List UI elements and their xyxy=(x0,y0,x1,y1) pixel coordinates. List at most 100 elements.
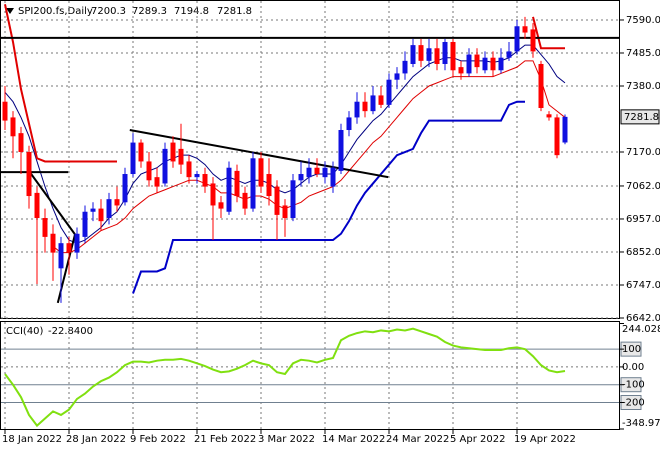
candle-body xyxy=(274,186,280,215)
candle-body xyxy=(338,130,344,171)
candle-body xyxy=(210,183,216,206)
y-tick-label: 6642.0 xyxy=(626,313,660,324)
cci-line xyxy=(4,327,566,428)
candle-body xyxy=(354,101,360,118)
candle-body xyxy=(514,26,520,52)
candle-body xyxy=(458,67,464,74)
candle-body xyxy=(34,192,40,219)
candle-body xyxy=(42,218,48,237)
y-tick-label: 7170.0 xyxy=(626,147,660,158)
candle-body xyxy=(162,148,168,184)
candle-body xyxy=(26,152,32,197)
x-tick-label: 5 Apr 2022 xyxy=(450,434,505,445)
candle-body xyxy=(66,243,72,253)
price-panel xyxy=(0,0,620,319)
cci-readout: -22.8400 xyxy=(48,326,93,337)
cci-panel xyxy=(0,321,620,430)
candle-body xyxy=(378,95,384,105)
candle-body xyxy=(258,158,264,187)
x-tick-label: 21 Feb 2022 xyxy=(194,434,256,445)
candle-body xyxy=(306,167,312,178)
x-tick-label: 19 Apr 2022 xyxy=(514,434,576,445)
x-tick-label: 9 Feb 2022 xyxy=(130,434,186,445)
y-tick-label: 6852.0 xyxy=(626,247,660,258)
candle-body xyxy=(554,117,560,156)
candle-body xyxy=(170,142,176,162)
candle-body xyxy=(250,158,256,209)
candle-body xyxy=(74,233,80,253)
candle-body xyxy=(466,54,472,74)
candle-body xyxy=(50,233,56,253)
candle-body xyxy=(202,174,208,187)
candle-body xyxy=(418,45,424,61)
candle-body xyxy=(362,101,368,112)
candle-body xyxy=(450,41,456,71)
candle-body xyxy=(490,57,496,71)
candle-body xyxy=(370,95,376,112)
x-tick-label: 18 Jan 2022 xyxy=(2,434,62,445)
candle-body xyxy=(178,148,184,165)
candle-body xyxy=(330,167,336,187)
candle-body xyxy=(130,142,136,175)
indicator-line xyxy=(4,44,566,244)
candle-body xyxy=(282,205,288,219)
candle-body xyxy=(226,167,232,212)
candle-body xyxy=(562,116,568,143)
open-readout: 7200.3 xyxy=(91,6,126,17)
candle-body xyxy=(322,167,328,178)
y-tick-label: 7380.0 xyxy=(626,81,660,92)
candle-body xyxy=(10,117,16,137)
y-tick-label: -100 xyxy=(622,380,645,391)
candle-body xyxy=(146,161,152,181)
title-arrow xyxy=(6,8,14,14)
candle-body xyxy=(98,208,104,222)
indicator-line xyxy=(4,4,117,163)
candle-body xyxy=(194,174,200,178)
candle-body xyxy=(186,161,192,178)
y-tick-label: 6747.0 xyxy=(626,280,660,291)
y-tick-label: 0.00 xyxy=(622,362,644,373)
x-tick-label: 3 Mar 2022 xyxy=(258,434,315,445)
candle-body xyxy=(498,57,504,71)
candle-body xyxy=(402,60,408,74)
candle-body xyxy=(522,26,528,33)
candle-body xyxy=(426,48,432,61)
candle-body xyxy=(530,29,536,52)
x-tick-label: 14 Mar 2022 xyxy=(322,434,385,445)
low-readout: 7194.8 xyxy=(174,6,209,17)
candle-body xyxy=(314,167,320,175)
candle-body xyxy=(546,114,552,118)
trend-line xyxy=(28,171,76,235)
candle-body xyxy=(82,211,88,237)
candle-body xyxy=(394,73,400,80)
candle-body xyxy=(234,170,240,197)
y-tick-label: -348.978 xyxy=(622,418,660,429)
candle-body xyxy=(538,63,544,108)
candle-body xyxy=(154,177,160,187)
candle-body xyxy=(138,142,144,162)
candle-body xyxy=(242,192,248,209)
cci-title: CCI(40) xyxy=(6,326,44,337)
candle-body xyxy=(474,54,480,68)
candle-body xyxy=(290,180,296,219)
indicator-line xyxy=(52,60,566,254)
candle-body xyxy=(482,57,488,71)
candle-body xyxy=(218,202,224,209)
candle-body xyxy=(90,208,96,212)
candle-body xyxy=(114,199,120,206)
candle-body xyxy=(346,117,352,131)
candle-body xyxy=(266,174,272,197)
candle-body xyxy=(386,79,392,105)
candle-body xyxy=(58,243,64,269)
candle-body xyxy=(410,45,416,64)
candle-body xyxy=(2,101,8,121)
y-tick-label: 244.0283 xyxy=(622,324,660,335)
candle-body xyxy=(18,133,24,153)
y-tick-label: 7485.0 xyxy=(626,48,660,59)
y-tick-label: 7590.0 xyxy=(626,15,660,26)
candle-body xyxy=(298,174,304,181)
high-readout: 7289.3 xyxy=(132,6,167,17)
x-tick-label: 24 Mar 2022 xyxy=(386,434,449,445)
candle-body xyxy=(506,51,512,58)
candle-body xyxy=(442,41,448,64)
